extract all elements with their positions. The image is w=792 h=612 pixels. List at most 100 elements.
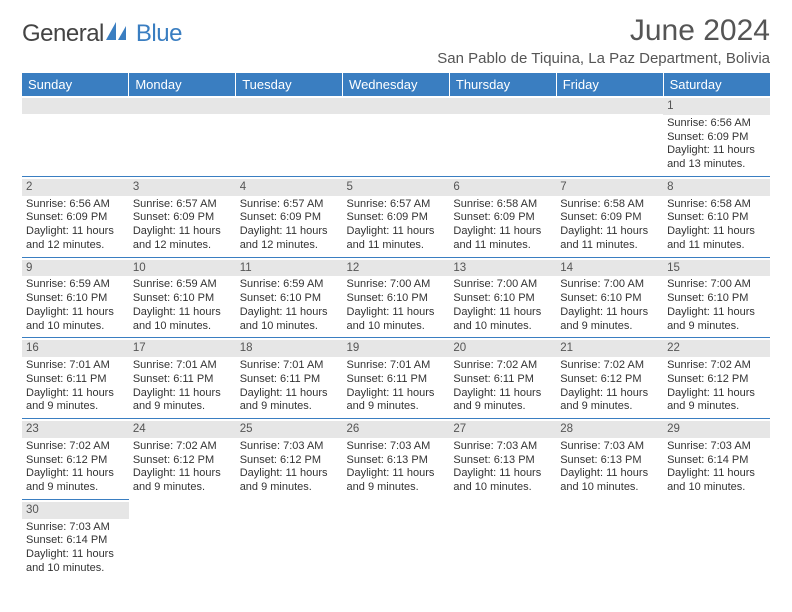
daylight-text: Daylight: 11 hours and 12 minutes.	[26, 225, 125, 253]
sunset-text: Sunset: 6:10 PM	[560, 292, 659, 306]
daylight-text: Daylight: 11 hours and 10 minutes.	[26, 548, 125, 576]
sunset-text: Sunset: 6:11 PM	[133, 373, 232, 387]
calendar-day-cell: 9Sunrise: 6:59 AMSunset: 6:10 PMDaylight…	[22, 257, 129, 338]
day-number-band: 28	[556, 421, 663, 438]
daylight-text: Daylight: 11 hours and 10 minutes.	[560, 467, 659, 495]
sunrise-text: Sunrise: 7:01 AM	[240, 359, 339, 373]
sunrise-text: Sunrise: 6:57 AM	[240, 198, 339, 212]
daylight-text: Daylight: 11 hours and 10 minutes.	[26, 306, 125, 334]
page: General Blue June 2024 San Pablo de Tiqu…	[0, 0, 792, 612]
calendar-day-cell: 10Sunrise: 6:59 AMSunset: 6:10 PMDayligh…	[129, 257, 236, 338]
day-number: 5	[347, 181, 353, 193]
calendar-week-row: 2Sunrise: 6:56 AMSunset: 6:09 PMDaylight…	[22, 176, 770, 257]
sunset-text: Sunset: 6:09 PM	[560, 211, 659, 225]
calendar-day-cell: 12Sunrise: 7:00 AMSunset: 6:10 PMDayligh…	[343, 257, 450, 338]
sunrise-text: Sunrise: 7:02 AM	[133, 440, 232, 454]
day-number: 13	[453, 262, 466, 274]
calendar-day-cell: 19Sunrise: 7:01 AMSunset: 6:11 PMDayligh…	[343, 338, 450, 419]
day-number-band: 9	[22, 260, 129, 277]
sunset-text: Sunset: 6:09 PM	[347, 211, 446, 225]
day-number-band: 5	[343, 179, 450, 196]
day-number-band: 26	[343, 421, 450, 438]
sunset-text: Sunset: 6:13 PM	[347, 454, 446, 468]
day-number-band: 15	[663, 260, 770, 277]
day-number: 3	[133, 181, 139, 193]
calendar-empty-cell	[236, 499, 343, 579]
daylight-text: Daylight: 11 hours and 9 minutes.	[26, 387, 125, 415]
sunset-text: Sunset: 6:09 PM	[26, 211, 125, 225]
daylight-text: Daylight: 11 hours and 11 minutes.	[667, 225, 766, 253]
day-number: 8	[667, 181, 673, 193]
calendar-day-cell: 8Sunrise: 6:58 AMSunset: 6:10 PMDaylight…	[663, 176, 770, 257]
day-number-band: 4	[236, 179, 343, 196]
calendar-table: SundayMondayTuesdayWednesdayThursdayFrid…	[22, 73, 770, 580]
calendar-empty-cell	[556, 499, 663, 579]
calendar-day-cell: 23Sunrise: 7:02 AMSunset: 6:12 PMDayligh…	[22, 419, 129, 500]
calendar-day-cell: 26Sunrise: 7:03 AMSunset: 6:13 PMDayligh…	[343, 419, 450, 500]
sunrise-text: Sunrise: 6:56 AM	[667, 117, 766, 131]
daylight-text: Daylight: 11 hours and 12 minutes.	[240, 225, 339, 253]
sunset-text: Sunset: 6:10 PM	[26, 292, 125, 306]
sunrise-text: Sunrise: 7:02 AM	[26, 440, 125, 454]
calendar-header-row: SundayMondayTuesdayWednesdayThursdayFrid…	[22, 73, 770, 96]
sunrise-text: Sunrise: 7:00 AM	[453, 278, 552, 292]
header: General Blue June 2024 San Pablo de Tiqu…	[22, 14, 770, 67]
day-number: 14	[560, 262, 573, 274]
weekday-header: Monday	[129, 73, 236, 96]
day-number-band: 29	[663, 421, 770, 438]
day-number: 4	[240, 181, 246, 193]
day-number-band: 8	[663, 179, 770, 196]
daylight-text: Daylight: 11 hours and 9 minutes.	[667, 306, 766, 334]
day-number-band: 30	[22, 502, 129, 519]
brand-name-part1: General	[22, 20, 104, 48]
day-number: 25	[240, 423, 253, 435]
day-number-band: 3	[129, 179, 236, 196]
sunrise-text: Sunrise: 6:58 AM	[453, 198, 552, 212]
sunrise-text: Sunrise: 7:03 AM	[560, 440, 659, 454]
daylight-text: Daylight: 11 hours and 9 minutes.	[667, 387, 766, 415]
calendar-body: 1Sunrise: 6:56 AMSunset: 6:09 PMDaylight…	[22, 96, 770, 580]
empty-band	[129, 98, 236, 114]
sunrise-text: Sunrise: 6:56 AM	[26, 198, 125, 212]
calendar-day-cell: 18Sunrise: 7:01 AMSunset: 6:11 PMDayligh…	[236, 338, 343, 419]
calendar-day-cell: 2 Sunrise: 6:56 AMSunset: 6:09 PMDaylight…	[22, 176, 129, 257]
calendar-day-cell: 11Sunrise: 6:59 AMSunset: 6:10 PMDayligh…	[236, 257, 343, 338]
day-number-band: 14	[556, 260, 663, 277]
day-number: 17	[133, 342, 146, 354]
sunset-text: Sunset: 6:09 PM	[240, 211, 339, 225]
calendar-day-cell: 4 Sunrise: 6:57 AMSunset: 6:09 PMDaylight…	[236, 176, 343, 257]
day-number-band: 7	[556, 179, 663, 196]
sunset-text: Sunset: 6:10 PM	[453, 292, 552, 306]
sunrise-text: Sunrise: 6:59 AM	[26, 278, 125, 292]
sunrise-text: Sunrise: 6:58 AM	[560, 198, 659, 212]
day-number-band: 24	[129, 421, 236, 438]
weekday-header: Thursday	[449, 73, 556, 96]
calendar-week-row: 1Sunrise: 6:56 AMSunset: 6:09 PMDaylight…	[22, 96, 770, 176]
daylight-text: Daylight: 11 hours and 9 minutes.	[560, 387, 659, 415]
calendar-day-cell: 25Sunrise: 7:03 AMSunset: 6:12 PMDayligh…	[236, 419, 343, 500]
day-number: 2	[26, 181, 32, 193]
empty-band	[449, 98, 556, 114]
day-number: 1	[667, 100, 673, 112]
daylight-text: Daylight: 11 hours and 10 minutes.	[133, 306, 232, 334]
daylight-text: Daylight: 11 hours and 9 minutes.	[560, 306, 659, 334]
sunset-text: Sunset: 6:13 PM	[560, 454, 659, 468]
sunset-text: Sunset: 6:12 PM	[240, 454, 339, 468]
calendar-week-row: 16Sunrise: 7:01 AMSunset: 6:11 PMDayligh…	[22, 338, 770, 419]
calendar-empty-cell	[343, 96, 450, 176]
day-number: 29	[667, 423, 680, 435]
day-number: 21	[560, 342, 573, 354]
calendar-empty-cell	[556, 96, 663, 176]
sunset-text: Sunset: 6:11 PM	[347, 373, 446, 387]
day-number-band: 11	[236, 260, 343, 277]
calendar-day-cell: 16Sunrise: 7:01 AMSunset: 6:11 PMDayligh…	[22, 338, 129, 419]
day-number: 15	[667, 262, 680, 274]
daylight-text: Daylight: 11 hours and 9 minutes.	[240, 467, 339, 495]
sunset-text: Sunset: 6:10 PM	[347, 292, 446, 306]
day-number: 27	[453, 423, 466, 435]
daylight-text: Daylight: 11 hours and 10 minutes.	[453, 306, 552, 334]
daylight-text: Daylight: 11 hours and 10 minutes.	[453, 467, 552, 495]
empty-band	[236, 98, 343, 114]
calendar-day-cell: 28 Sunrise: 7:03 AMSunset: 6:13 PMDayligh…	[556, 419, 663, 500]
calendar-day-cell: 6Sunrise: 6:58 AMSunset: 6:09 PMDaylight…	[449, 176, 556, 257]
